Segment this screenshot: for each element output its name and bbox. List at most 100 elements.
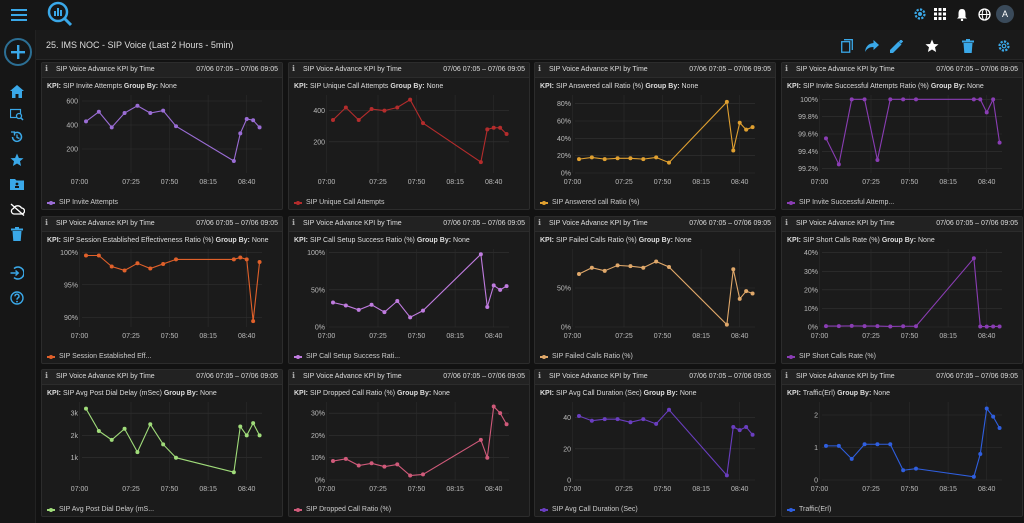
info-icon[interactable]: ℹ — [292, 371, 296, 380]
data-point[interactable] — [231, 159, 236, 163]
data-point[interactable] — [491, 404, 496, 409]
data-point[interactable] — [744, 289, 749, 294]
data-point[interactable] — [731, 267, 736, 272]
data-point[interactable] — [504, 422, 509, 427]
data-point[interactable] — [641, 417, 646, 422]
trash-icon[interactable] — [8, 225, 26, 243]
data-point[interactable] — [96, 253, 101, 258]
data-point[interactable] — [914, 324, 918, 329]
data-point[interactable] — [408, 315, 413, 320]
data-point[interactable] — [109, 125, 114, 130]
data-point[interactable] — [849, 97, 854, 102]
data-point[interactable] — [478, 252, 483, 257]
data-point[interactable] — [498, 411, 503, 416]
data-point[interactable] — [888, 442, 893, 447]
data-point[interactable] — [244, 257, 249, 262]
data-point[interactable] — [888, 324, 893, 329]
app-logo-icon[interactable] — [46, 0, 74, 28]
home-icon[interactable] — [8, 82, 26, 100]
data-point[interactable] — [991, 97, 996, 102]
data-point[interactable] — [984, 406, 989, 411]
data-point[interactable] — [238, 255, 243, 260]
data-point[interactable] — [984, 324, 989, 329]
user-avatar[interactable]: A — [996, 5, 1014, 23]
chart-legend[interactable]: SIP Answered call Ratio (%) — [540, 199, 639, 206]
data-point[interactable] — [836, 324, 841, 329]
data-point[interactable] — [654, 155, 659, 160]
data-point[interactable] — [589, 265, 594, 270]
data-point[interactable] — [395, 462, 400, 467]
favorites-star-icon[interactable] — [8, 151, 26, 169]
data-point[interactable] — [238, 424, 243, 429]
data-point[interactable] — [421, 472, 425, 477]
data-point[interactable] — [654, 421, 659, 426]
line-chart[interactable]: 0 20 40 07:00 07:25 07:50 08:15 08:40 — [535, 398, 777, 506]
data-point[interactable] — [343, 456, 348, 461]
data-point[interactable] — [161, 108, 166, 113]
copy-icon[interactable] — [839, 38, 855, 54]
info-icon[interactable]: ℹ — [538, 371, 542, 380]
chart-legend[interactable]: SIP Invite Successful Attemp... — [787, 199, 894, 206]
data-point[interactable] — [654, 259, 659, 264]
data-point[interactable] — [382, 464, 387, 469]
data-point[interactable] — [615, 156, 620, 161]
data-point[interactable] — [251, 319, 256, 324]
data-point[interactable] — [667, 264, 671, 269]
chart-legend[interactable]: SIP Dropped Call Ratio (%) — [294, 506, 391, 513]
data-point[interactable] — [641, 157, 646, 162]
data-point[interactable] — [978, 324, 983, 329]
data-point[interactable] — [382, 310, 387, 315]
line-chart[interactable]: 0% 20% 40% 60% 80% 07:00 07:25 07:50 08:15 08:40 — [535, 91, 777, 199]
info-icon[interactable]: ℹ — [45, 64, 49, 73]
info-icon[interactable]: ℹ — [785, 64, 789, 73]
data-point[interactable] — [174, 124, 178, 129]
data-point[interactable] — [382, 108, 387, 113]
data-point[interactable] — [971, 474, 976, 479]
data-point[interactable] — [96, 109, 101, 114]
line-chart[interactable]: 0 1 2 07:00 07:25 07:50 08:15 08:40 — [782, 398, 1024, 506]
line-chart[interactable]: 1k 2k 3k 07:00 07:25 07:50 08:15 08:40 — [42, 398, 284, 506]
data-point[interactable] — [602, 268, 607, 273]
notification-bell-icon[interactable] — [954, 6, 970, 22]
data-point[interactable] — [148, 422, 153, 427]
data-point[interactable] — [84, 253, 88, 258]
globe-language-icon[interactable] — [976, 6, 992, 22]
line-chart[interactable]: 0% 10% 20% 30% 07:00 07:25 07:50 08:15 08:40 — [289, 398, 531, 506]
data-point[interactable] — [161, 442, 166, 447]
data-point[interactable] — [991, 324, 996, 329]
data-point[interactable] — [504, 284, 509, 289]
data-point[interactable] — [737, 428, 742, 433]
data-point[interactable] — [135, 103, 140, 108]
data-point[interactable] — [731, 424, 736, 429]
data-point[interactable] — [744, 424, 749, 429]
data-point[interactable] — [836, 162, 841, 167]
data-point[interactable] — [862, 97, 867, 102]
data-point[interactable] — [750, 125, 755, 130]
info-icon[interactable]: ℹ — [785, 218, 789, 227]
data-point[interactable] — [667, 160, 671, 165]
chart-legend[interactable]: SIP Invite Attempts — [47, 199, 118, 206]
search-browse-icon[interactable] — [8, 105, 26, 123]
data-point[interactable] — [251, 421, 256, 426]
data-point[interactable] — [744, 127, 749, 132]
data-point[interactable] — [577, 157, 581, 162]
data-point[interactable] — [577, 414, 581, 419]
data-point[interactable] — [331, 300, 335, 305]
data-point[interactable] — [737, 296, 742, 301]
data-point[interactable] — [231, 257, 236, 262]
data-point[interactable] — [750, 291, 755, 296]
line-chart[interactable]: 0% 10% 20% 30% 40% 07:00 07:25 07:50 08:15 08:40 — [782, 245, 1024, 353]
data-point[interactable] — [602, 157, 607, 162]
data-point[interactable] — [356, 307, 361, 312]
data-point[interactable] — [615, 417, 620, 422]
data-point[interactable] — [122, 426, 127, 431]
help-icon[interactable] — [8, 289, 26, 307]
data-point[interactable] — [109, 264, 114, 269]
data-point[interactable] — [369, 107, 374, 112]
data-point[interactable] — [824, 443, 828, 448]
data-point[interactable] — [408, 97, 413, 102]
line-chart[interactable]: 90% 95% 100% 07:00 07:25 07:50 08:15 08:40 — [42, 245, 284, 353]
data-point[interactable] — [984, 110, 989, 115]
data-point[interactable] — [491, 125, 496, 130]
line-chart[interactable]: 99.2% 99.4% 99.6% 99.8% 100% 07:00 07:25 07:50 0… — [782, 91, 1024, 199]
